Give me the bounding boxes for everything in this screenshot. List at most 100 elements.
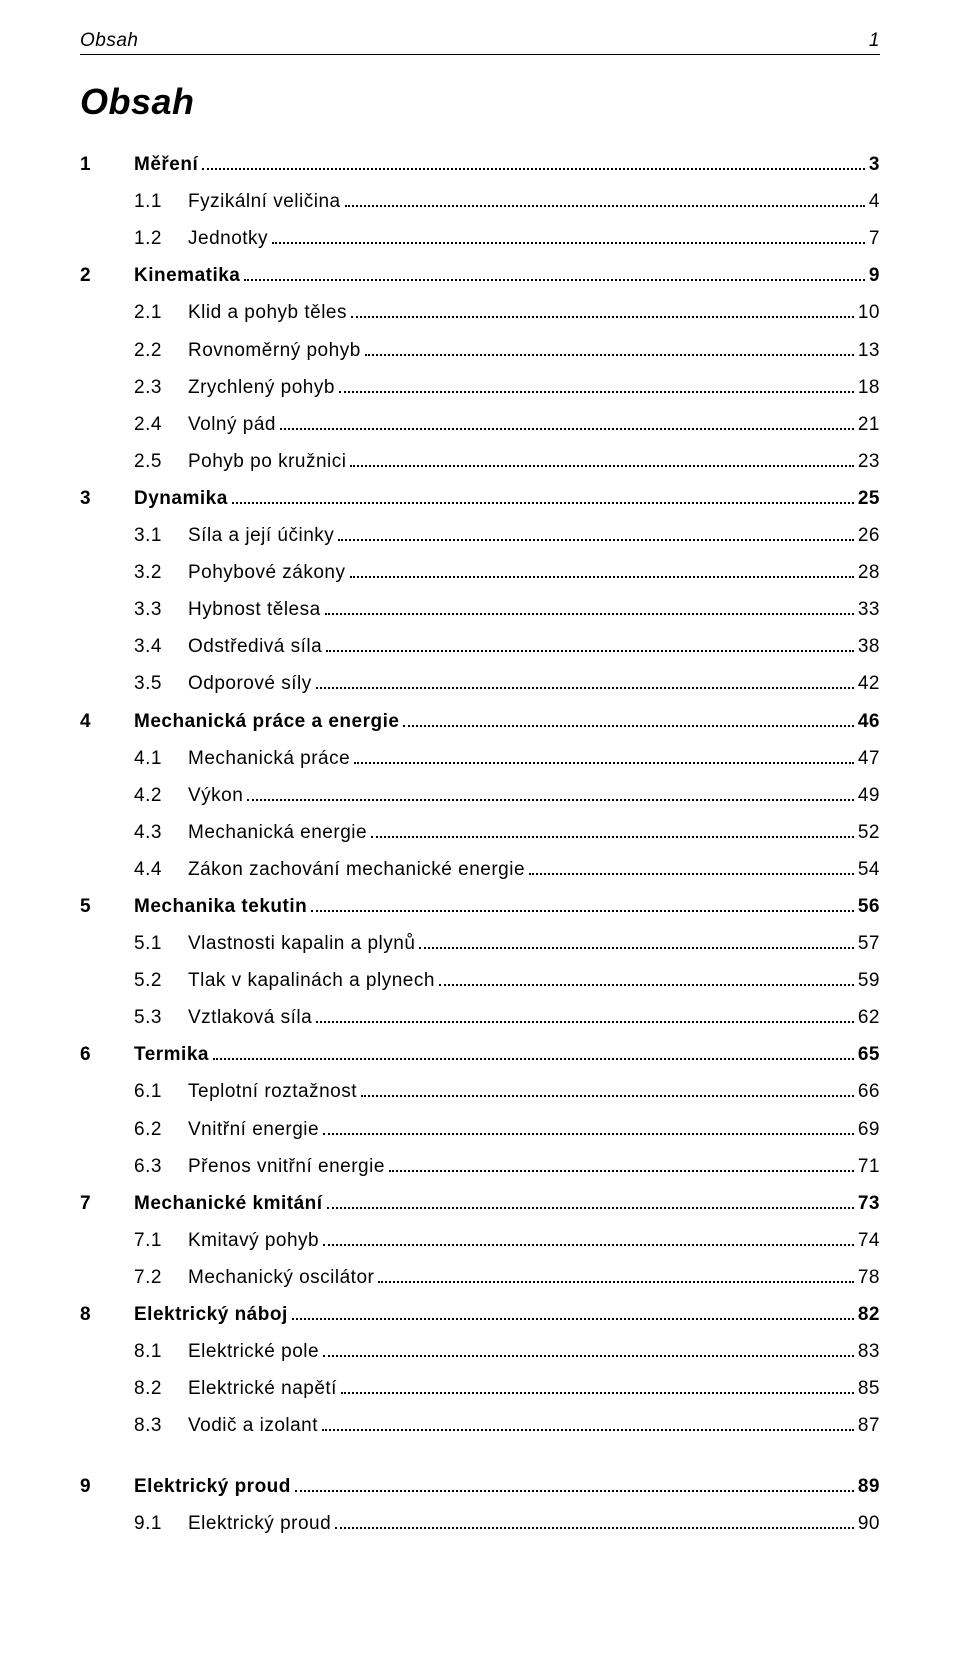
toc-leader-dots — [378, 1266, 854, 1283]
toc-page-number: 18 — [858, 378, 880, 397]
toc-page-number: 74 — [858, 1231, 880, 1250]
toc-leader-dots — [338, 524, 854, 541]
toc-section: 5.3Vztlaková síla62 — [80, 1006, 880, 1027]
toc-label: Vztlaková síla — [188, 1008, 312, 1027]
toc-leader-dots — [325, 598, 854, 615]
toc-leader-dots — [280, 413, 854, 430]
toc-section: 8.2Elektrické napětí85 — [80, 1377, 880, 1398]
toc-number: 2.5 — [134, 452, 188, 471]
toc-leader-dots — [311, 895, 854, 912]
toc-page-number: 52 — [858, 823, 880, 842]
toc-leader-dots — [403, 709, 853, 726]
toc-page-number: 71 — [858, 1157, 880, 1176]
toc-page-number: 26 — [858, 526, 880, 545]
toc-section: 5.2Tlak v kapalinách a plynech59 — [80, 969, 880, 990]
toc-leader-dots — [354, 747, 854, 764]
toc-label: Vodič a izolant — [188, 1416, 318, 1435]
toc-label: Hybnost tělesa — [188, 600, 321, 619]
toc-leader-dots — [232, 487, 854, 504]
toc-page-number: 42 — [858, 674, 880, 693]
toc-number: 2.3 — [134, 378, 188, 397]
toc-page-number: 9 — [869, 266, 880, 285]
toc-section: 4.3Mechanická energie 52 — [80, 821, 880, 842]
toc-page-number: 73 — [858, 1194, 880, 1213]
toc-chapter: 3Dynamika25 — [80, 487, 880, 508]
toc-page-number: 54 — [858, 860, 880, 879]
toc-number: 7.1 — [134, 1231, 188, 1250]
toc-page-number: 7 — [869, 229, 880, 248]
toc-section: 6.3Přenos vnitřní energie 71 — [80, 1155, 880, 1176]
toc-section: 2.3Zrychlený pohyb 18 — [80, 376, 880, 397]
toc-label: Zrychlený pohyb — [188, 378, 335, 397]
toc-section: 4.4Zákon zachování mechanické energie54 — [80, 858, 880, 879]
toc-chapter: 1Měření3 — [80, 153, 880, 174]
toc-section: 4.2Výkon49 — [80, 784, 880, 805]
toc-leader-dots — [244, 264, 865, 281]
toc-page-number: 46 — [858, 712, 880, 731]
toc-number: 4 — [80, 712, 134, 731]
toc-page-number: 65 — [858, 1045, 880, 1064]
toc-section: 3.4Odstředivá síla38 — [80, 635, 880, 656]
toc-number: 4.3 — [134, 823, 188, 842]
toc-leader-dots — [327, 1192, 854, 1209]
toc-number: 3.1 — [134, 526, 188, 545]
toc-number: 5 — [80, 897, 134, 916]
toc-page-number: 66 — [858, 1082, 880, 1101]
toc-page-number: 3 — [869, 155, 880, 174]
toc-leader-dots — [339, 376, 854, 393]
toc-label: Odporové síly — [188, 674, 312, 693]
toc-number: 1.2 — [134, 229, 188, 248]
toc-page-number: 82 — [858, 1305, 880, 1324]
toc-page-number: 90 — [858, 1514, 880, 1533]
toc-leader-dots — [341, 1377, 854, 1394]
toc-leader-dots — [316, 1006, 854, 1023]
toc-label: Mechanická energie — [188, 823, 367, 842]
toc-page-number: 49 — [858, 786, 880, 805]
toc-section: 7.2Mechanický oscilátor78 — [80, 1266, 880, 1287]
toc-page-number: 21 — [858, 415, 880, 434]
toc-label: Mechanika tekutin — [134, 897, 307, 916]
toc-leader-dots — [350, 450, 853, 467]
toc-page-number: 59 — [858, 971, 880, 990]
toc-number: 8.2 — [134, 1379, 188, 1398]
toc-page-number: 25 — [858, 489, 880, 508]
toc-number: 2.2 — [134, 341, 188, 360]
toc-label: Mechanická práce a energie — [134, 712, 399, 731]
toc-leader-dots — [316, 672, 854, 689]
toc-label: Pohybové zákony — [188, 563, 346, 582]
toc-number: 6.2 — [134, 1120, 188, 1139]
toc-label: Měření — [134, 155, 198, 174]
toc-section: 9.1Elektrický proud90 — [80, 1512, 880, 1533]
toc-number: 6.3 — [134, 1157, 188, 1176]
toc-page-number: 13 — [858, 341, 880, 360]
toc-label: Přenos vnitřní energie — [188, 1157, 385, 1176]
page-title: Obsah — [80, 81, 880, 123]
toc-leader-dots — [213, 1043, 854, 1060]
toc-leader-dots — [439, 969, 854, 986]
toc-number: 2.1 — [134, 303, 188, 322]
toc-section: 8.1Elektrické pole83 — [80, 1340, 880, 1361]
toc-label: Mechanický oscilátor — [188, 1268, 374, 1287]
toc-section: 2.2Rovnoměrný pohyb13 — [80, 338, 880, 359]
toc-leader-dots — [322, 1414, 854, 1431]
toc-leader-dots — [272, 227, 865, 244]
toc-number: 5.2 — [134, 971, 188, 990]
toc-label: Jednotky — [188, 229, 268, 248]
toc-leader-dots — [247, 784, 854, 801]
toc-section: 1.2Jednotky 7 — [80, 227, 880, 248]
toc-label: Kinematika — [134, 266, 240, 285]
toc-chapter: 5Mechanika tekutin56 — [80, 895, 880, 916]
toc-leader-dots — [419, 932, 853, 949]
toc-number: 9 — [80, 1477, 134, 1496]
toc-leader-dots — [351, 301, 854, 318]
toc-label: Volný pád — [188, 415, 276, 434]
toc-section: 3.5Odporové síly42 — [80, 672, 880, 693]
toc-label: Odstředivá síla — [188, 637, 322, 656]
toc-number: 3.3 — [134, 600, 188, 619]
toc-leader-dots — [295, 1475, 854, 1492]
toc-page-number: 33 — [858, 600, 880, 619]
toc-page-number: 69 — [858, 1120, 880, 1139]
toc-leader-dots — [202, 153, 865, 170]
toc-section: 2.1Klid a pohyb těles10 — [80, 301, 880, 322]
toc-section: 8.3Vodič a izolant87 — [80, 1414, 880, 1435]
